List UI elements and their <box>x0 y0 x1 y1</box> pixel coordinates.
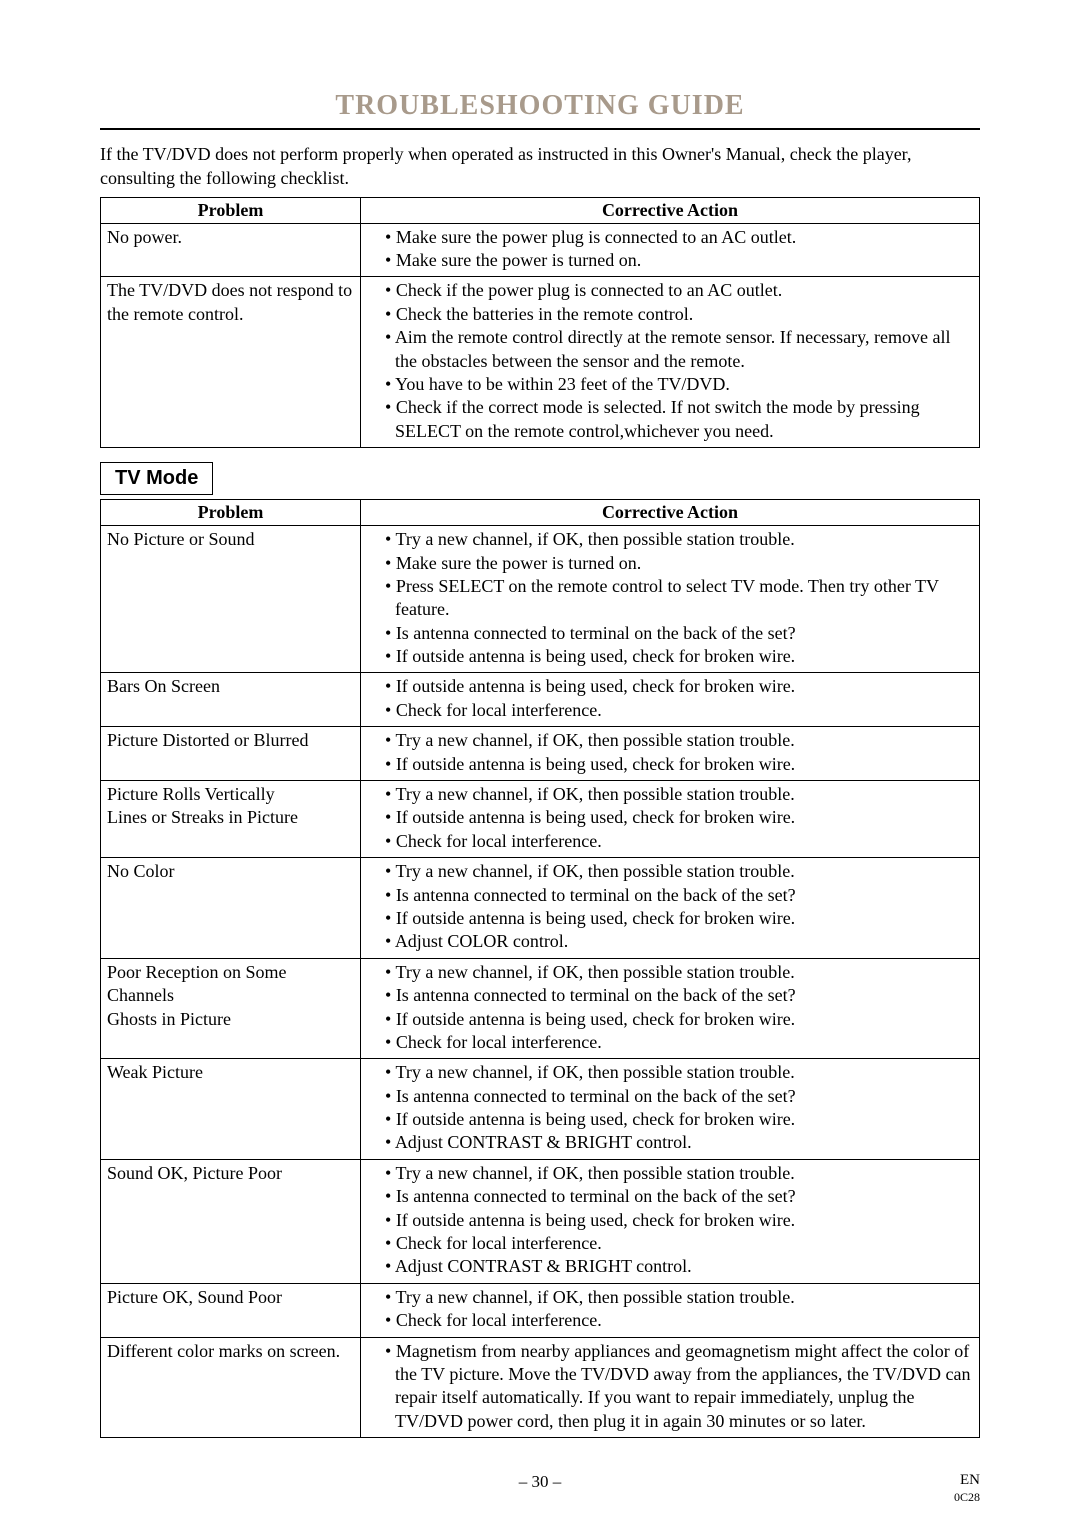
action-item: Try a new channel, if OK, then possible … <box>377 961 973 984</box>
problem-cell: No Color <box>101 858 361 959</box>
action-item: Is antenna connected to terminal on the … <box>377 1185 973 1208</box>
section-label-tv-mode: TV Mode <box>100 462 213 495</box>
action-item: Try a new channel, if OK, then possible … <box>377 1286 973 1309</box>
action-item: If outside antenna is being used, check … <box>377 675 973 698</box>
action-item: Check for local interference. <box>377 1031 973 1054</box>
action-item: Press SELECT on the remote control to se… <box>377 575 973 622</box>
problem-cell: The TV/DVD does not respond to the remot… <box>101 277 361 448</box>
problem-cell: No power. <box>101 223 361 277</box>
action-item: Try a new channel, if OK, then possible … <box>377 1061 973 1084</box>
action-item: Try a new channel, if OK, then possible … <box>377 729 973 752</box>
table-row: Sound OK, Picture Poor Try a new channel,… <box>101 1159 980 1283</box>
action-item: Check for local interference. <box>377 699 973 722</box>
action-cell: If outside antenna is being used, check … <box>361 673 980 727</box>
action-item: If outside antenna is being used, check … <box>377 806 973 829</box>
action-cell: Try a new channel, if OK, then possible … <box>361 1159 980 1283</box>
problem-cell: Poor Reception on Some ChannelsGhosts in… <box>101 958 361 1059</box>
table-row: Bars On Screen If outside antenna is bein… <box>101 673 980 727</box>
action-item: Adjust COLOR control. <box>377 930 973 953</box>
action-item: Try a new channel, if OK, then possible … <box>377 1162 973 1185</box>
action-item: Is antenna connected to terminal on the … <box>377 622 973 645</box>
action-item: Make sure the power is turned on. <box>377 249 973 272</box>
table-row: No power. Make sure the power plug is con… <box>101 223 980 277</box>
table-row: Picture Distorted or Blurred Try a new ch… <box>101 727 980 781</box>
action-cell: Try a new channel, if OK, then possible … <box>361 526 980 673</box>
action-cell: Try a new channel, if OK, then possible … <box>361 727 980 781</box>
footer-lang: EN 0C28 <box>954 1472 980 1506</box>
action-cell: Try a new channel, if OK, then possible … <box>361 858 980 959</box>
action-item: Try a new channel, if OK, then possible … <box>377 860 973 883</box>
troubleshooting-table-general: Problem Corrective Action No power. Make … <box>100 197 980 449</box>
action-item: If outside antenna is being used, check … <box>377 1108 973 1131</box>
col-header-action: Corrective Action <box>361 197 980 223</box>
table-row: Different color marks on screen.Magnetis… <box>101 1337 980 1438</box>
action-cell: Try a new channel, if OK, then possible … <box>361 1059 980 1160</box>
table-row: Poor Reception on Some ChannelsGhosts in… <box>101 958 980 1059</box>
action-item: Check if the correct mode is selected. I… <box>377 396 973 443</box>
action-item: Check if the power plug is connected to … <box>377 279 973 302</box>
action-item: Try a new channel, if OK, then possible … <box>377 528 973 551</box>
title-underline <box>100 128 980 130</box>
page-number: – 30 – <box>100 1472 980 1492</box>
action-item: Adjust CONTRAST & BRIGHT control. <box>377 1131 973 1154</box>
action-item: Make sure the power plug is connected to… <box>377 226 973 249</box>
action-item: If outside antenna is being used, check … <box>377 1209 973 1232</box>
action-cell: Make sure the power plug is connected to… <box>361 223 980 277</box>
action-item: You have to be within 23 feet of the TV/… <box>377 373 973 396</box>
problem-cell: Picture OK, Sound Poor <box>101 1283 361 1337</box>
troubleshooting-table-tv-mode: Problem Corrective Action No Picture or … <box>100 499 980 1438</box>
table-row: The TV/DVD does not respond to the remot… <box>101 277 980 448</box>
col-header-problem: Problem <box>101 500 361 526</box>
problem-cell: Sound OK, Picture Poor <box>101 1159 361 1283</box>
action-item: If outside antenna is being used, check … <box>377 753 973 776</box>
problem-cell: Picture Rolls VerticallyLines or Streaks… <box>101 781 361 858</box>
action-item: Aim the remote control directly at the r… <box>377 326 973 373</box>
problem-cell: Bars On Screen <box>101 673 361 727</box>
action-item: If outside antenna is being used, check … <box>377 645 973 668</box>
action-item: Is antenna connected to terminal on the … <box>377 884 973 907</box>
problem-cell: Different color marks on screen. <box>101 1337 361 1438</box>
action-item: Try a new channel, if OK, then possible … <box>377 783 973 806</box>
table-row: Picture Rolls VerticallyLines or Streaks… <box>101 781 980 858</box>
intro-text: If the TV/DVD does not perform properly … <box>100 142 980 191</box>
action-cell: Magnetism from nearby appliances and geo… <box>361 1337 980 1438</box>
action-item: Check the batteries in the remote contro… <box>377 303 973 326</box>
footer-code: 0C28 <box>954 1490 980 1504</box>
table-row: Weak Picture Try a new channel, if OK, th… <box>101 1059 980 1160</box>
action-item: Check for local interference. <box>377 830 973 853</box>
problem-cell: Picture Distorted or Blurred <box>101 727 361 781</box>
action-item: Check for local interference. <box>377 1232 973 1255</box>
action-item: Is antenna connected to terminal on the … <box>377 984 973 1007</box>
action-item: Is antenna connected to terminal on the … <box>377 1085 973 1108</box>
table-row: No Color Try a new channel, if OK, then p… <box>101 858 980 959</box>
action-cell: Try a new channel, if OK, then possible … <box>361 781 980 858</box>
action-item: If outside antenna is being used, check … <box>377 907 973 930</box>
col-header-problem: Problem <box>101 197 361 223</box>
action-cell: Try a new channel, if OK, then possible … <box>361 1283 980 1337</box>
problem-cell: No Picture or Sound <box>101 526 361 673</box>
page-footer: – 30 – EN 0C28 <box>100 1472 980 1492</box>
action-item: If outside antenna is being used, check … <box>377 1008 973 1031</box>
col-header-action: Corrective Action <box>361 500 980 526</box>
action-item: Magnetism from nearby appliances and geo… <box>377 1340 973 1434</box>
page-title: TROUBLESHOOTING GUIDE <box>100 90 980 122</box>
table-row: No Picture or Sound Try a new channel, if… <box>101 526 980 673</box>
table-row: Picture OK, Sound Poor Try a new channel,… <box>101 1283 980 1337</box>
action-cell: Try a new channel, if OK, then possible … <box>361 958 980 1059</box>
action-item: Check for local interference. <box>377 1309 973 1332</box>
action-item: Adjust CONTRAST & BRIGHT control. <box>377 1255 973 1278</box>
action-item: Make sure the power is turned on. <box>377 552 973 575</box>
problem-cell: Weak Picture <box>101 1059 361 1160</box>
action-cell: Check if the power plug is connected to … <box>361 277 980 448</box>
